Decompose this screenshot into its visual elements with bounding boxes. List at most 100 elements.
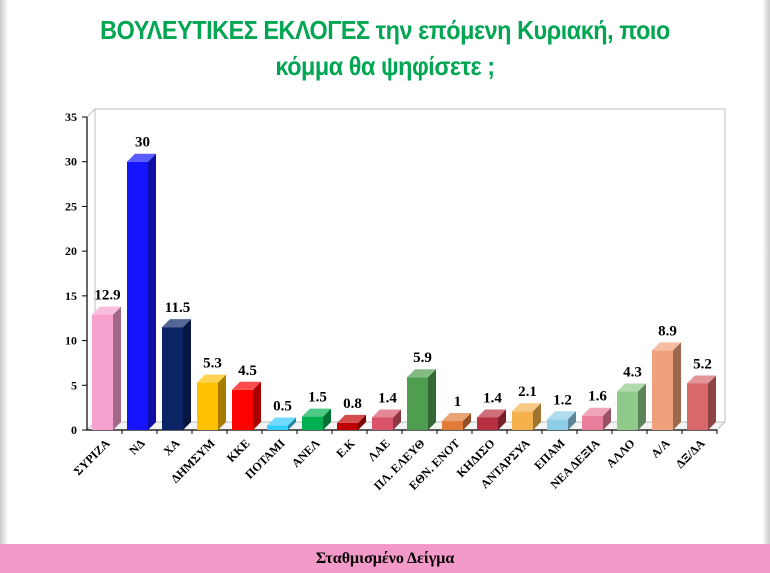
bar-ΔΗΜΣΥΜ: [197, 382, 218, 430]
bar-top: [687, 375, 716, 384]
bar-top: [232, 381, 261, 390]
y-tick-label: 0: [71, 423, 77, 437]
bar-ΑΛΛΟ: [617, 391, 638, 430]
bar-top: [582, 407, 611, 416]
data-label: 4.3: [623, 365, 642, 381]
y-tick-label: 10: [65, 334, 77, 348]
data-label: 30: [135, 135, 150, 151]
bar-top: [162, 319, 191, 328]
bar-side: [673, 342, 681, 430]
data-label: 5.3: [203, 356, 222, 372]
bar-side: [568, 411, 576, 430]
bar-top: [127, 153, 156, 162]
bar-ΝΕΑ ΔΕΞΙΑ: [582, 415, 603, 430]
x-tick-label: ΔΞ/ΔΑ: [673, 436, 708, 471]
data-label: 11.5: [165, 300, 190, 316]
chart-title-line-2: κόμμα θα ψηφίσετε ;: [275, 51, 495, 81]
y-tick-label: 20: [65, 244, 77, 258]
x-tick-label: ΑΝΕΛ: [289, 436, 323, 470]
bar-ΑΝΤΑΡΣΥΑ: [512, 411, 533, 430]
chart-wall-edge: [86, 108, 96, 118]
bar-side: [393, 409, 401, 430]
bar-side: [603, 407, 611, 430]
bar-side: [708, 375, 716, 430]
bar-side: [463, 413, 471, 430]
y-tick-label: 35: [65, 110, 77, 124]
sample-footer: Σταθμισμένο Δείγμα: [0, 544, 770, 573]
x-tick-label: ΧΑ: [160, 436, 182, 458]
bar-side: [183, 319, 191, 430]
x-tick-label: ΛΑΕ: [365, 436, 393, 464]
bar-ΑΝΕΛ: [302, 416, 323, 430]
data-label: 0.5: [273, 399, 292, 415]
data-label: 2.1: [518, 384, 537, 400]
bar-top: [442, 413, 471, 422]
data-label: 1: [454, 394, 462, 410]
data-label: 5.2: [693, 356, 712, 372]
bar-top: [197, 374, 226, 383]
bar-top: [372, 409, 401, 418]
data-label: 1.5: [308, 390, 327, 406]
footer-label: Σταθμισμένο Δείγμα: [315, 550, 455, 567]
x-tick-label: ΝΔ: [126, 436, 148, 458]
x-tick-label: Α/Α: [648, 436, 673, 461]
bar-ΠΛ. ΕΛΕΥΘ: [407, 377, 428, 430]
data-label: 0.8: [343, 396, 362, 412]
x-tick-label: Ε.Κ: [333, 436, 358, 461]
chart-title: ΒΟΥΛΕΥΤΙΚΕΣ ΕΚΛΟΓΕΣ την επόμενη Κυριακή,…: [39, 12, 732, 84]
bar-ΛΑΕ: [372, 417, 393, 430]
data-label: 1.4: [378, 390, 397, 406]
bar-top: [652, 342, 681, 351]
bar-top: [267, 417, 296, 426]
bar-ΚΗΔΙΣΟ: [477, 417, 498, 430]
bar-side: [533, 403, 541, 430]
chart-title-line-1: ΒΟΥΛΕΥΤΙΚΕΣ ΕΚΛΟΓΕΣ την επόμενη Κυριακή,…: [100, 15, 670, 45]
bar-chart: 0510152025303512.9ΣΥΡΙΖΑ30ΝΔ11.5ΧΑ5.3ΔΗΜ…: [65, 108, 727, 493]
bar-top: [512, 403, 541, 412]
bar-ΔΞ/ΔΑ: [687, 383, 708, 430]
y-tick-label: 15: [65, 289, 77, 303]
bar-top: [407, 369, 436, 378]
x-tick-label: ΑΛΛΟ: [603, 436, 637, 470]
data-label: 1.6: [588, 389, 607, 405]
bar-ΧΑ: [162, 327, 183, 430]
bar-side: [358, 414, 366, 430]
bar-ΕΠΑΜ: [547, 419, 568, 430]
data-label: 5.9: [413, 350, 432, 366]
y-tick-label: 25: [65, 199, 77, 213]
bar-side: [253, 381, 261, 430]
y-tick-label: 30: [65, 155, 77, 169]
bar-side: [218, 374, 226, 430]
bar-side: [148, 153, 156, 430]
chart-back-wall: [94, 108, 726, 422]
bar-top: [302, 408, 331, 417]
y-tick-label: 5: [71, 378, 77, 392]
bar-ΣΥΡΙΖΑ: [92, 314, 113, 430]
bar-top: [337, 414, 366, 423]
x-tick-label: ΚΚΕ: [224, 436, 253, 465]
x-tick-label: ΣΥΡΙΖΑ: [71, 436, 113, 478]
bar-ΕΘΝ. ΕΝΟΤ: [442, 421, 463, 430]
bar-ΠΟΤΑΜΙ: [267, 425, 288, 430]
bar-side: [498, 409, 506, 430]
data-label: 12.9: [94, 288, 120, 304]
bar-Α/Α: [652, 350, 673, 430]
bar-ΝΔ: [127, 161, 148, 430]
bar-top: [547, 411, 576, 420]
bar-side: [288, 417, 296, 430]
left-edge-shadow: [0, 0, 8, 573]
bar-side: [323, 408, 331, 430]
bar-side: [113, 306, 121, 430]
data-label: 1.4: [483, 390, 502, 406]
data-label: 1.2: [553, 392, 572, 408]
bar-ΚΚΕ: [232, 389, 253, 430]
bar-side: [638, 383, 646, 430]
bar-top: [92, 306, 121, 315]
data-label: 4.5: [238, 363, 257, 379]
bar-top: [477, 409, 506, 418]
bar-side: [428, 369, 436, 430]
right-edge-shadow: [762, 0, 770, 573]
data-label: 8.9: [658, 323, 677, 339]
bar-Ε.Κ: [337, 422, 358, 430]
bar-top: [617, 383, 646, 392]
